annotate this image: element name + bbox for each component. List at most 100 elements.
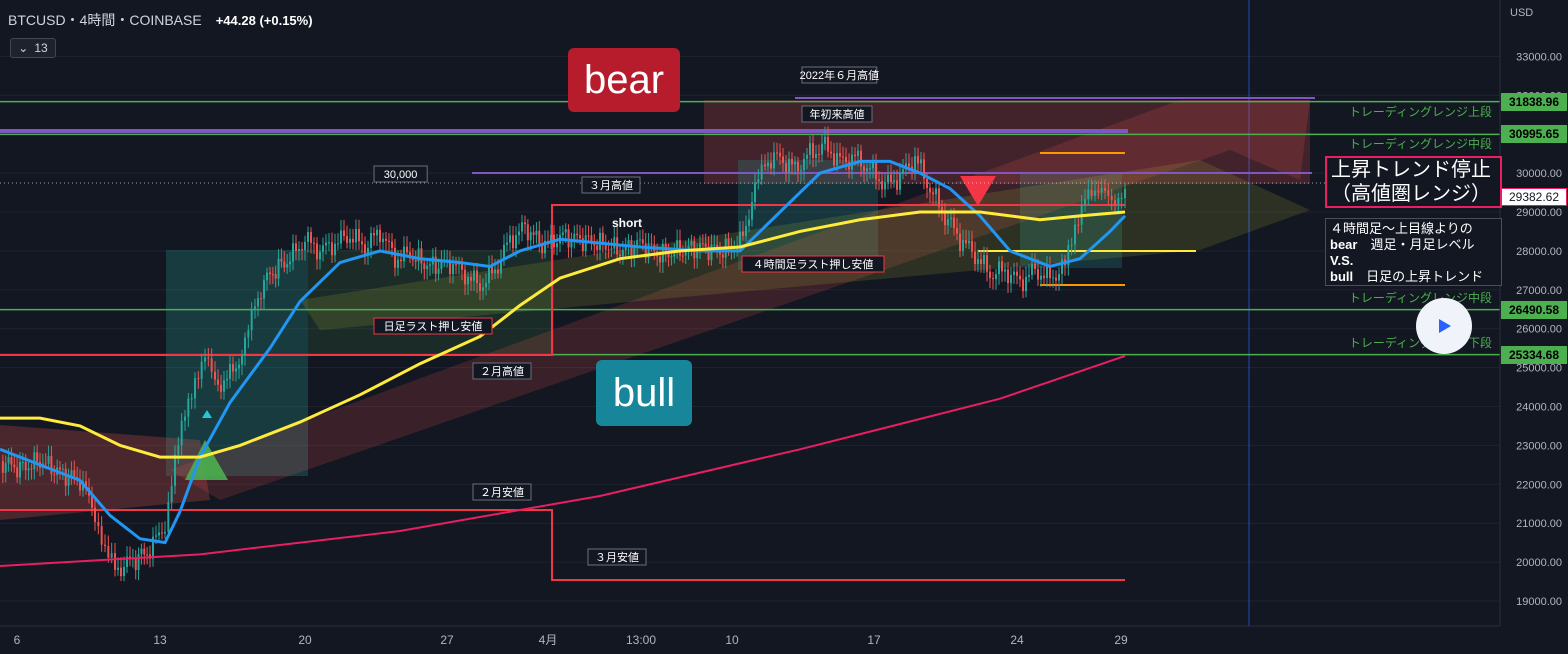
candle-body bbox=[479, 283, 481, 291]
trend-stop-note: 上昇トレンド停止 （高値圏レンジ） bbox=[1325, 156, 1502, 208]
label-text: 30,000 bbox=[384, 169, 418, 181]
candle-body bbox=[812, 143, 814, 158]
play-button[interactable] bbox=[1416, 298, 1472, 354]
candle-body bbox=[1058, 273, 1060, 281]
candle-body bbox=[659, 256, 661, 263]
label-text: ３月高値 bbox=[589, 178, 633, 192]
candle-body bbox=[968, 240, 970, 244]
candle-body bbox=[803, 158, 805, 171]
candle-body bbox=[134, 558, 137, 570]
candle-body bbox=[207, 357, 210, 359]
candle-body bbox=[842, 156, 844, 158]
candle-body bbox=[561, 232, 564, 235]
candle-body bbox=[872, 161, 874, 169]
p30000-label: 30,000 bbox=[373, 165, 428, 183]
candle-body bbox=[506, 242, 508, 245]
candle-body bbox=[696, 249, 699, 259]
candle-body bbox=[512, 235, 514, 249]
candle-body bbox=[1104, 188, 1106, 191]
candle-body bbox=[220, 384, 222, 392]
candle-body bbox=[94, 507, 96, 522]
candle-body bbox=[524, 222, 526, 225]
candle-body bbox=[839, 153, 841, 157]
candle-body bbox=[667, 251, 670, 258]
candle-body bbox=[509, 235, 511, 243]
candle-body bbox=[340, 230, 342, 244]
candle-body bbox=[146, 554, 149, 556]
x-tick-label: 17 bbox=[867, 633, 881, 647]
candle-body bbox=[429, 264, 431, 266]
candle-body bbox=[174, 454, 176, 486]
bull-callout: bull bbox=[596, 360, 692, 426]
indicator-toggle-button[interactable]: ⌄ 13 bbox=[10, 38, 56, 58]
candle-body bbox=[818, 153, 820, 155]
candle-body bbox=[704, 243, 707, 247]
candle-body bbox=[851, 154, 853, 170]
candle-body bbox=[641, 239, 644, 244]
candle-body bbox=[619, 254, 621, 257]
candle-body bbox=[601, 232, 604, 243]
candle-body bbox=[1070, 244, 1073, 246]
feb-low-label: ２月安値 bbox=[472, 483, 532, 501]
candle-body bbox=[91, 495, 93, 508]
label-box bbox=[741, 255, 885, 273]
candle-body bbox=[776, 152, 778, 154]
candle-body bbox=[998, 261, 1000, 275]
candle-body bbox=[19, 461, 21, 478]
candle-body bbox=[21, 461, 24, 463]
candle-body bbox=[630, 240, 633, 257]
label-text: 2022年６月高値 bbox=[800, 68, 879, 82]
label-box bbox=[472, 483, 532, 501]
candle-body bbox=[266, 272, 268, 281]
candle-body bbox=[1084, 199, 1086, 205]
candle-body bbox=[684, 250, 687, 256]
candle-body bbox=[455, 264, 457, 266]
candle-body bbox=[298, 248, 300, 252]
candle-body bbox=[836, 153, 838, 166]
candle-body bbox=[899, 173, 901, 190]
x-tick-label: 24 bbox=[1010, 633, 1024, 647]
candle-body bbox=[13, 464, 16, 468]
candle-body bbox=[893, 180, 895, 182]
candle-body bbox=[739, 231, 741, 246]
candle-body bbox=[800, 170, 802, 172]
candle-body bbox=[467, 276, 469, 285]
candle-body bbox=[941, 207, 943, 212]
candle-body bbox=[1004, 269, 1006, 272]
candle-body bbox=[500, 259, 502, 274]
candle-body bbox=[190, 398, 193, 400]
candle-body bbox=[745, 225, 747, 236]
label-box bbox=[581, 176, 641, 194]
short-label: short bbox=[612, 216, 642, 230]
candle-body bbox=[1007, 269, 1009, 284]
candle-body bbox=[579, 235, 581, 239]
candle-body bbox=[917, 156, 919, 164]
candle-body bbox=[526, 224, 529, 241]
candle-body bbox=[624, 245, 627, 250]
label-text: ３月安値 bbox=[595, 550, 639, 564]
candle-body bbox=[977, 259, 979, 264]
moving-average-line bbox=[0, 210, 1126, 459]
candle-body bbox=[923, 159, 925, 180]
candle-body bbox=[830, 151, 832, 154]
candle-body bbox=[349, 238, 351, 243]
candle-body bbox=[7, 457, 10, 464]
candle-body bbox=[16, 467, 19, 478]
candle-body bbox=[452, 264, 454, 275]
candle-body bbox=[742, 231, 744, 236]
candle-body bbox=[1046, 265, 1048, 279]
label-text: 日足ラスト押し安値 bbox=[384, 319, 483, 333]
symbol-title[interactable]: BTCUSD・4時間・COINBASE bbox=[8, 12, 202, 28]
candle-body bbox=[319, 251, 321, 260]
candle-body bbox=[503, 244, 505, 260]
candle-body bbox=[770, 162, 772, 169]
candle-body bbox=[570, 239, 573, 248]
candle-body bbox=[140, 548, 143, 555]
candle-body bbox=[184, 416, 186, 421]
feb-march-high-step bbox=[0, 204, 1125, 356]
candle-body bbox=[482, 287, 484, 291]
candle-body bbox=[346, 236, 348, 243]
candle-body bbox=[434, 256, 437, 274]
candle-body bbox=[1034, 263, 1036, 269]
